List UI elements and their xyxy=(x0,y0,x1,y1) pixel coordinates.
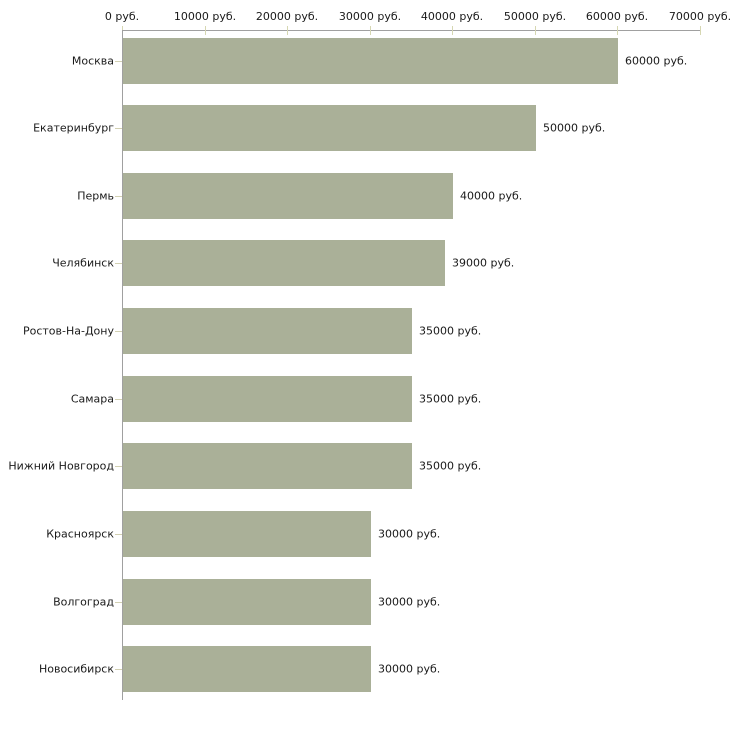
category-label: Нижний Новгород xyxy=(8,459,114,473)
x-axis-line xyxy=(122,30,700,31)
bar xyxy=(123,579,371,625)
bar xyxy=(123,308,412,354)
y-axis-tick xyxy=(115,196,122,197)
category-label: Ростов-На-Дону xyxy=(22,324,114,338)
y-axis-tick xyxy=(115,466,122,467)
bar xyxy=(123,38,618,84)
bar xyxy=(123,443,412,489)
bar xyxy=(123,646,371,692)
bar xyxy=(123,511,371,557)
x-axis-tick xyxy=(452,26,453,35)
x-axis-tick-label: 0 руб. xyxy=(104,10,140,23)
bar xyxy=(123,240,445,286)
bar xyxy=(123,376,412,422)
value-label: 40000 руб. xyxy=(460,189,523,203)
x-axis-tick xyxy=(700,26,701,35)
category-label: Екатеринбург xyxy=(33,121,114,135)
category-label: Москва xyxy=(71,54,114,67)
y-axis-tick xyxy=(115,331,122,332)
value-label: 35000 руб. xyxy=(419,324,482,338)
x-axis-tick-label: 20000 руб. xyxy=(255,10,319,23)
value-label: 50000 руб. xyxy=(543,121,606,135)
y-axis-line xyxy=(122,30,123,700)
x-axis-tick xyxy=(535,26,536,35)
x-axis-tick xyxy=(205,26,206,35)
value-label: 30000 руб. xyxy=(378,662,441,676)
category-label: Пермь xyxy=(77,189,114,203)
category-label: Самара xyxy=(70,392,114,406)
y-axis-tick xyxy=(115,669,122,670)
value-label: 35000 руб. xyxy=(419,459,482,473)
bar xyxy=(123,105,536,151)
category-label: Новосибирск xyxy=(38,662,114,676)
value-label: 30000 руб. xyxy=(378,527,441,541)
value-label: 30000 руб. xyxy=(378,595,441,609)
category-label: Челябинск xyxy=(52,256,114,270)
value-label: 35000 руб. xyxy=(419,392,482,406)
x-axis-tick-label: 30000 руб. xyxy=(338,10,402,23)
category-label: Красноярск xyxy=(46,527,114,541)
y-axis-tick xyxy=(115,602,122,603)
value-label: 60000 руб. xyxy=(625,54,688,67)
bar xyxy=(123,173,453,219)
category-label: Волгоград xyxy=(53,595,114,609)
y-axis-tick xyxy=(115,263,122,264)
value-label: 39000 руб. xyxy=(452,256,515,270)
y-axis-tick xyxy=(115,61,122,62)
x-axis-tick-label: 70000 руб. xyxy=(668,10,730,23)
y-axis-tick xyxy=(115,534,122,535)
x-axis-tick-label: 40000 руб. xyxy=(420,10,484,23)
x-axis-tick xyxy=(370,26,371,35)
y-axis-tick xyxy=(115,399,122,400)
x-axis-tick xyxy=(617,26,618,35)
x-axis-tick-label: 60000 руб. xyxy=(585,10,649,23)
x-axis-tick xyxy=(287,26,288,35)
y-axis-tick xyxy=(115,128,122,129)
x-axis-tick-label: 50000 руб. xyxy=(503,10,567,23)
x-axis-tick-label: 10000 руб. xyxy=(173,10,237,23)
